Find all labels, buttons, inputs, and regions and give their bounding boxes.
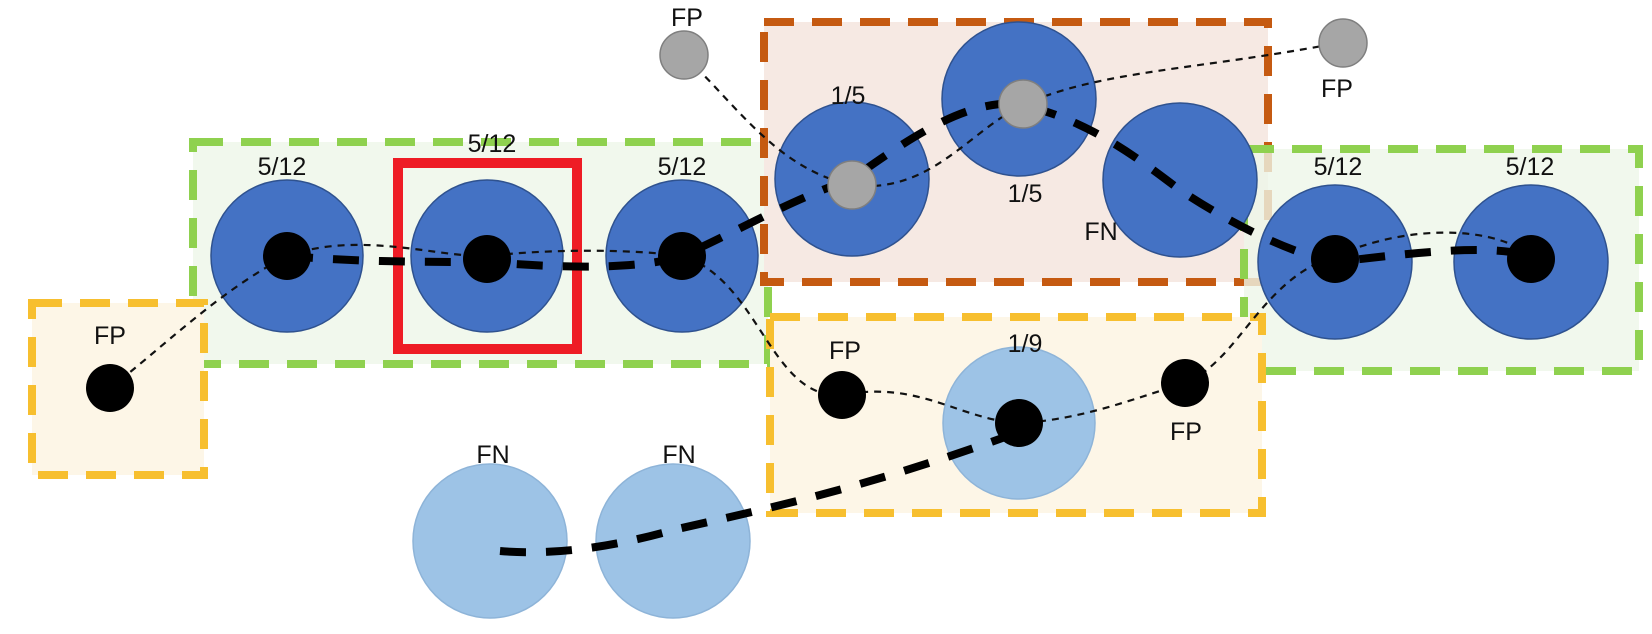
object-fn-bottom-1: [412, 463, 568, 619]
label-yellow-center: 1/9: [1008, 330, 1043, 358]
detection-green-right-1: [1311, 235, 1359, 283]
detection-orange-2: [998, 79, 1048, 129]
detection-fp-yellow-left: [818, 371, 866, 419]
detections: [86, 18, 1555, 447]
detection-yellow-center: [995, 399, 1043, 447]
trajectory-thin-top: [686, 40, 1344, 188]
label-orange-middle: 1/5: [1008, 180, 1043, 208]
label-fn-bottom-right: FN: [662, 441, 695, 469]
detection-green-2: [463, 235, 511, 283]
label-green-left-2: 5/12: [468, 130, 517, 158]
label-fp-top-right: FP: [1321, 75, 1353, 103]
detection-green-right-2: [1507, 235, 1555, 283]
label-green-right-2: 5/12: [1506, 153, 1555, 181]
label-green-left-1: 5/12: [258, 153, 307, 181]
label-green-right-1: 5/12: [1314, 153, 1363, 181]
label-green-left-3: 5/12: [658, 153, 707, 181]
labels: FP 5/12 5/12 5/12 1/5 1/5 FN FP FP 5/12 …: [94, 4, 1554, 469]
highlight-box: [393, 158, 582, 354]
detection-green-3: [658, 232, 706, 280]
label-yellow-fp-right: FP: [1170, 418, 1202, 446]
label-fp-top-left: FP: [671, 4, 703, 32]
label-orange-right: FN: [1084, 218, 1117, 246]
label-orange-left: 1/5: [831, 82, 866, 110]
trajectory-thick-bottom: [499, 428, 1021, 557]
object-fn-bottom-2: [595, 463, 751, 619]
detection-fp-yellow-right: [1161, 359, 1209, 407]
label-fp-isolated: FP: [94, 322, 126, 350]
label-fn-bottom-left: FN: [476, 441, 509, 469]
object-orange-3: [1102, 102, 1258, 258]
detection-fp-isolated: [86, 364, 134, 412]
detection-fp-top-left: [659, 30, 709, 80]
detection-fp-top-right: [1318, 18, 1368, 68]
detection-orange-1: [827, 160, 877, 210]
detection-green-1: [263, 232, 311, 280]
label-yellow-fp-left: FP: [829, 337, 861, 365]
